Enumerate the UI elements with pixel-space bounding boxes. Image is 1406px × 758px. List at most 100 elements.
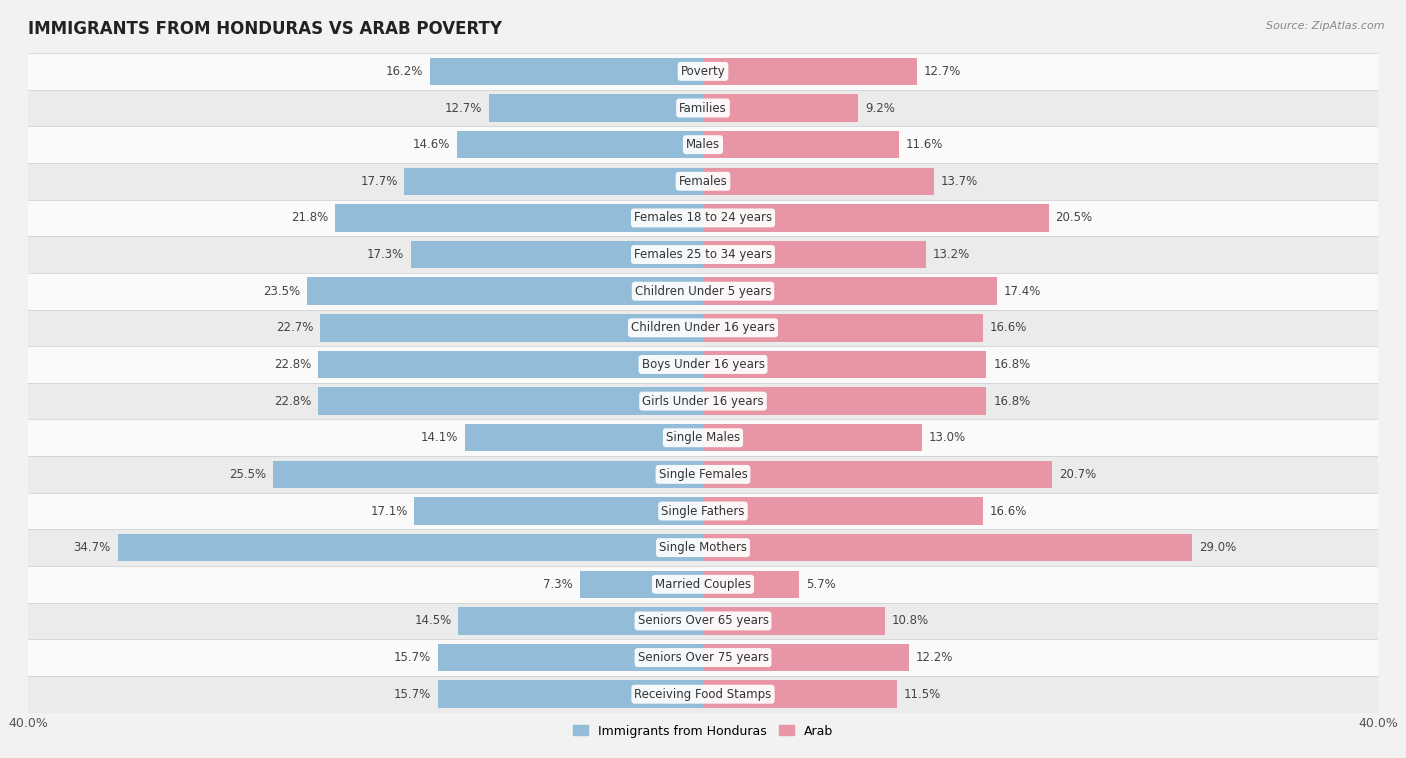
Text: 13.2%: 13.2% [932, 248, 970, 261]
Bar [28, 199, 1378, 236]
Bar [703, 424, 922, 452]
Text: 16.2%: 16.2% [385, 65, 423, 78]
Text: 34.7%: 34.7% [73, 541, 111, 554]
Bar [703, 131, 898, 158]
Bar [703, 571, 799, 598]
Text: Poverty: Poverty [681, 65, 725, 78]
Bar [28, 53, 1378, 89]
Legend: Immigrants from Honduras, Arab: Immigrants from Honduras, Arab [568, 719, 838, 743]
Text: Single Mothers: Single Mothers [659, 541, 747, 554]
Text: Females: Females [679, 175, 727, 188]
Text: 16.8%: 16.8% [993, 395, 1031, 408]
Bar [439, 644, 703, 672]
Bar [28, 163, 1378, 199]
Text: 16.6%: 16.6% [990, 505, 1028, 518]
Bar [703, 607, 886, 634]
Bar [405, 168, 703, 195]
Text: Single Fathers: Single Fathers [661, 505, 745, 518]
Bar [703, 387, 987, 415]
Text: 11.6%: 11.6% [905, 138, 943, 151]
Text: 14.6%: 14.6% [412, 138, 450, 151]
Text: 12.7%: 12.7% [924, 65, 962, 78]
Text: 23.5%: 23.5% [263, 285, 299, 298]
Text: Single Males: Single Males [666, 431, 740, 444]
Bar [703, 681, 897, 708]
Bar [28, 309, 1378, 346]
Bar [489, 94, 703, 122]
Text: 15.7%: 15.7% [394, 651, 432, 664]
Bar [118, 534, 703, 562]
Text: Females 25 to 34 years: Females 25 to 34 years [634, 248, 772, 261]
Text: 11.5%: 11.5% [904, 688, 941, 700]
Bar [703, 644, 908, 672]
Text: 12.2%: 12.2% [915, 651, 953, 664]
Bar [28, 676, 1378, 713]
Bar [457, 131, 703, 158]
Bar [703, 58, 917, 85]
Bar [703, 277, 997, 305]
Text: 20.7%: 20.7% [1059, 468, 1097, 481]
Text: 17.3%: 17.3% [367, 248, 405, 261]
Bar [411, 241, 703, 268]
Text: 16.6%: 16.6% [990, 321, 1028, 334]
Text: 17.7%: 17.7% [360, 175, 398, 188]
Text: 13.7%: 13.7% [941, 175, 979, 188]
Text: Seniors Over 75 years: Seniors Over 75 years [637, 651, 769, 664]
Bar [28, 566, 1378, 603]
Text: Girls Under 16 years: Girls Under 16 years [643, 395, 763, 408]
Bar [415, 497, 703, 525]
Text: 9.2%: 9.2% [865, 102, 894, 114]
Text: 14.5%: 14.5% [415, 615, 451, 628]
Bar [28, 603, 1378, 639]
Text: 17.1%: 17.1% [370, 505, 408, 518]
Text: Females 18 to 24 years: Females 18 to 24 years [634, 211, 772, 224]
Bar [703, 351, 987, 378]
Text: Married Couples: Married Couples [655, 578, 751, 590]
Text: 20.5%: 20.5% [1056, 211, 1092, 224]
Text: Single Females: Single Females [658, 468, 748, 481]
Text: Source: ZipAtlas.com: Source: ZipAtlas.com [1267, 21, 1385, 31]
Text: 22.8%: 22.8% [274, 395, 312, 408]
Bar [28, 529, 1378, 566]
Text: Children Under 16 years: Children Under 16 years [631, 321, 775, 334]
Bar [458, 607, 703, 634]
Text: 29.0%: 29.0% [1199, 541, 1236, 554]
Text: Males: Males [686, 138, 720, 151]
Bar [703, 314, 983, 342]
Text: 12.7%: 12.7% [444, 102, 482, 114]
Bar [430, 58, 703, 85]
Text: Families: Families [679, 102, 727, 114]
Text: 21.8%: 21.8% [291, 211, 329, 224]
Bar [28, 346, 1378, 383]
Bar [28, 236, 1378, 273]
Bar [28, 383, 1378, 419]
Bar [465, 424, 703, 452]
Bar [321, 314, 703, 342]
Text: IMMIGRANTS FROM HONDURAS VS ARAB POVERTY: IMMIGRANTS FROM HONDURAS VS ARAB POVERTY [28, 20, 502, 38]
Text: 7.3%: 7.3% [543, 578, 574, 590]
Text: Boys Under 16 years: Boys Under 16 years [641, 358, 765, 371]
Bar [28, 493, 1378, 529]
Bar [439, 681, 703, 708]
Bar [318, 351, 703, 378]
Text: 14.1%: 14.1% [420, 431, 458, 444]
Text: 15.7%: 15.7% [394, 688, 432, 700]
Bar [703, 534, 1192, 562]
Bar [703, 461, 1052, 488]
Text: 17.4%: 17.4% [1004, 285, 1040, 298]
Text: Seniors Over 65 years: Seniors Over 65 years [637, 615, 769, 628]
Text: 5.7%: 5.7% [806, 578, 835, 590]
Text: 22.7%: 22.7% [276, 321, 314, 334]
Bar [273, 461, 703, 488]
Bar [703, 168, 934, 195]
Bar [318, 387, 703, 415]
Bar [28, 127, 1378, 163]
Text: 13.0%: 13.0% [929, 431, 966, 444]
Text: 10.8%: 10.8% [891, 615, 929, 628]
Bar [28, 273, 1378, 309]
Bar [307, 277, 703, 305]
Text: Children Under 5 years: Children Under 5 years [634, 285, 772, 298]
Bar [28, 639, 1378, 676]
Bar [703, 204, 1049, 232]
Bar [703, 94, 858, 122]
